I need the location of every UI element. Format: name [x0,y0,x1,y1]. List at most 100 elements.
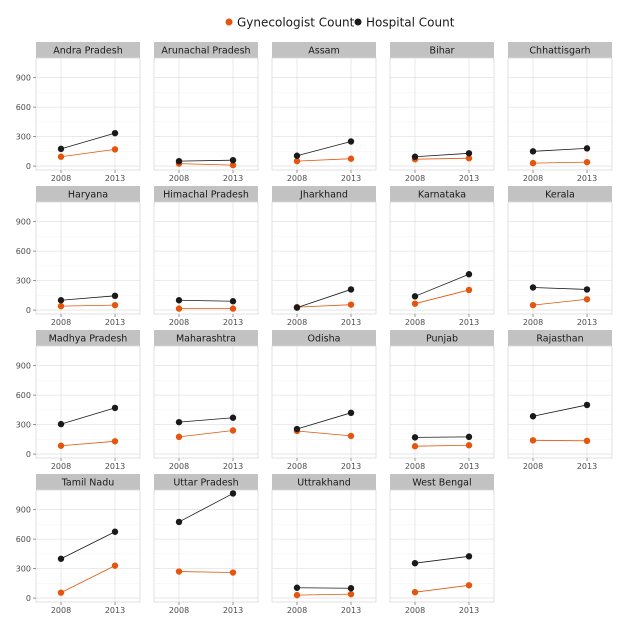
plot-area [35,201,141,315]
gynecologist-point [57,589,65,596]
panel-karnataka: Karnataka 2008 2013 [389,186,495,327]
hospital-line [296,412,352,430]
panel-strip [36,474,140,490]
gynecologist-line [60,565,116,594]
hospital-point [175,297,183,304]
x-tick-label: 2008 [523,318,543,327]
hospital-point [57,145,65,153]
gynecologist-point [465,442,473,449]
y-tick-label: 600 [16,247,31,256]
panel-title: Madhya Pradesh [49,334,128,345]
gynecologist-line [178,571,234,573]
panel-title: Uttrakhand [297,478,351,489]
panel-strip [154,474,258,490]
hospital-point [529,284,537,291]
plot-area [35,345,141,459]
x-tick-label: 2013 [223,318,243,327]
hospital-point [111,292,119,300]
legend-label-hospital: Hospital Count [366,16,455,30]
plot-area [271,489,377,603]
x-tick-label: 2008 [169,174,189,183]
plot-area [35,489,141,603]
x-tick-label: 2008 [169,462,189,471]
hospital-line [532,287,588,290]
panel-title: Punjab [426,334,458,345]
y-tick-label: 0 [26,450,31,459]
hospital-point [583,401,591,409]
panel-rajasthan: Rajasthan 2008 2013 [507,330,613,471]
hospital-line [178,493,234,523]
hospital-point [175,518,183,526]
x-tick-label: 2008 [287,462,307,471]
panel-tamil-nadu: Tamil Nadu 0 300 600 900 2008 2013 [16,474,141,615]
x-tick-label: 2013 [577,318,597,327]
gynecologist-point [347,432,355,440]
legend: Gynecologist Count Hospital Count [225,16,455,30]
panel-strip [154,186,258,202]
x-tick-label: 2013 [341,318,361,327]
x-tick-label: 2013 [459,318,479,327]
hospital-line [532,404,588,417]
hospital-point [583,286,591,293]
x-tick-label: 2013 [105,174,125,183]
panel-strip [272,186,376,202]
panel-strip [390,42,494,58]
gynecologist-line [414,157,470,160]
panel-strip [508,42,612,58]
panel-strip [390,186,494,202]
panel-bihar: Bihar 2008 2013 [389,42,495,183]
y-tick-label: 0 [26,162,31,171]
x-tick-label: 2013 [105,606,125,615]
gynecologist-line [296,158,352,162]
panel-west-bengal: West Bengal 2008 2013 [389,474,495,615]
panel-title: Arunachal Pradesh [161,46,250,57]
hospital-point [293,425,301,433]
x-tick-label: 2008 [51,606,71,615]
gynecologist-point [229,305,237,312]
gynecologist-point [57,302,65,310]
panel-jharkhand: Jharkhand 2008 2013 [271,186,377,327]
y-tick-label: 300 [16,421,31,430]
x-tick-label: 2008 [287,318,307,327]
x-tick-label: 2008 [405,174,425,183]
hospital-point [57,420,65,428]
hospital-line [414,152,470,158]
panel-title: Odisha [308,334,341,345]
hospital-line [296,141,352,157]
gynecologist-point [229,161,237,169]
plot-area [153,201,259,315]
y-tick-label: 0 [26,306,31,315]
hospital-point [347,286,355,293]
panel-title: Assam [308,46,339,57]
hospital-point [411,153,419,160]
gynecologist-line [178,163,234,166]
gynecologist-point [293,157,301,165]
hospital-point [293,584,301,591]
y-tick-label: 900 [16,218,31,227]
plot-area [507,57,613,171]
panel-strip [272,42,376,58]
gynecologist-point [347,590,355,598]
gynecologist-line [296,304,352,308]
hospital-point [411,293,419,300]
panel-haryana: Haryana 0 300 600 900 2008 2013 [16,186,141,327]
gynecologist-line [60,440,116,447]
plot-area [153,489,259,603]
x-tick-label: 2013 [223,462,243,471]
hospital-point [229,490,237,497]
hospital-point [347,585,355,592]
hospital-point [347,138,355,145]
gynecologist-point [175,568,183,575]
panel-strip [390,474,494,490]
panel-uttar-pradesh: Uttar Pradesh 2008 2013 [153,474,259,615]
hospital-point [411,559,419,567]
plot-area [271,57,377,171]
panel-strip [154,330,258,346]
x-tick-label: 2008 [287,174,307,183]
panel-title: Haryana [68,190,108,201]
x-tick-label: 2008 [169,606,189,615]
hospital-line [532,147,588,152]
panel-strip [36,186,140,202]
gynecologist-point [111,438,119,445]
